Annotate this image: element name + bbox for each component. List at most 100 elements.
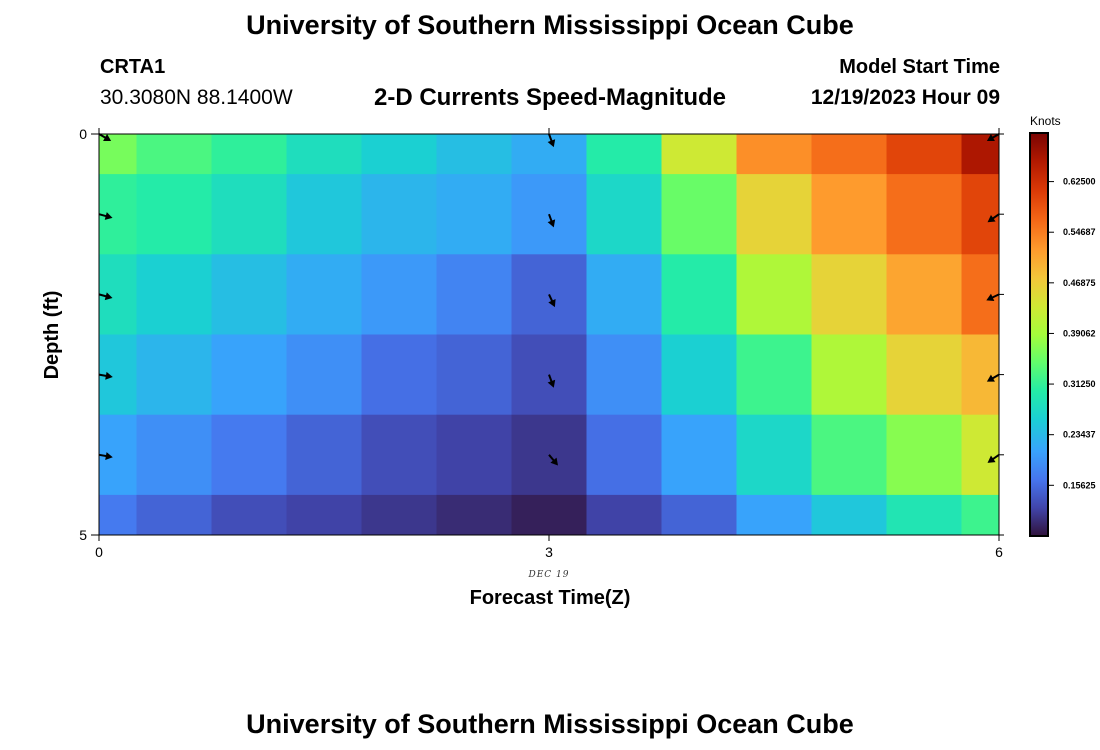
heatmap-cell xyxy=(661,134,737,175)
y-tick-label: 5 xyxy=(79,527,87,543)
heatmap-cell xyxy=(286,414,362,496)
heatmap-cell xyxy=(661,414,737,496)
heatmap-cell xyxy=(961,414,1000,496)
station-id: CRTA1 xyxy=(100,56,166,78)
heatmap-cell xyxy=(436,134,512,175)
heatmap-cell xyxy=(211,414,287,496)
heatmap-cell xyxy=(361,134,437,175)
current-vector-arrow xyxy=(98,452,113,460)
heatmap-cell xyxy=(436,414,512,496)
heatmap-cell xyxy=(211,174,287,255)
heatmap-cell xyxy=(436,254,512,335)
heatmap-cell xyxy=(136,254,212,335)
colorbar-tick-label: 0.15625 xyxy=(1063,480,1096,490)
colorbar-tick-label: 0.46875 xyxy=(1063,278,1096,288)
heatmap-cell xyxy=(586,134,662,175)
heatmap-cell xyxy=(361,334,437,416)
heatmap-cell xyxy=(286,174,362,255)
heatmap-cell xyxy=(511,134,587,175)
current-vector-arrow xyxy=(98,371,113,380)
heatmap-cell xyxy=(136,334,212,416)
colorbar xyxy=(1029,132,1049,537)
current-vector-arrow xyxy=(548,454,558,466)
heatmap-cell xyxy=(811,134,887,175)
heatmap-cell xyxy=(286,494,362,536)
heatmap-cell xyxy=(286,334,362,416)
heatmap-cell xyxy=(811,254,887,335)
heatmap-cell xyxy=(436,174,512,255)
heatmap-cell xyxy=(361,414,437,496)
x-axis-title: Forecast Time(Z) xyxy=(470,587,631,609)
heatmap-cell xyxy=(99,254,137,335)
heatmap-cell xyxy=(361,174,437,255)
heatmap-cell xyxy=(586,254,662,335)
currents-heatmap-chart: 0 3 605 Forecast Time(Z) Depth (ft) DEC 19… xyxy=(41,114,1096,609)
heatmap-cell xyxy=(811,334,887,416)
current-vector-arrow xyxy=(986,133,1000,141)
page-title: University of Southern Mississippi Ocean… xyxy=(246,10,854,40)
heatmap-cell xyxy=(99,174,137,255)
heatmap-cell xyxy=(736,494,812,536)
heatmap-cell xyxy=(286,254,362,335)
heatmap-cell xyxy=(586,494,662,536)
current-vector-arrow xyxy=(986,293,1000,301)
y-tick-label: 0 xyxy=(79,126,87,142)
heatmap-cell xyxy=(286,134,362,175)
date-label: DEC 19 xyxy=(528,570,570,580)
heatmap-cell xyxy=(886,334,962,416)
heatmap-cell xyxy=(511,494,587,536)
heatmap-cell xyxy=(361,254,437,335)
current-vector-arrow xyxy=(98,292,113,301)
current-vector-arrow xyxy=(987,453,1000,463)
colorbar-tick-label: 0.62500 xyxy=(1063,177,1096,187)
current-vector-arrow xyxy=(548,293,556,308)
x-tick-label: 3 xyxy=(545,544,553,560)
current-vector-arrow xyxy=(987,213,1000,223)
heatmap-cell xyxy=(661,494,737,536)
current-vector-arrow xyxy=(98,212,113,220)
colorbar-tick-label: 0.23437 xyxy=(1063,430,1096,440)
heatmap-cell xyxy=(211,334,287,416)
heatmap-cell xyxy=(361,494,437,536)
current-vector-arrow xyxy=(986,373,1000,382)
heatmap-cell xyxy=(961,334,1000,416)
heatmap-cell xyxy=(886,414,962,496)
heatmap-cell xyxy=(961,494,1000,536)
heatmap-cell xyxy=(211,494,287,536)
heatmap-cell xyxy=(586,334,662,416)
heatmap-cell xyxy=(961,254,1000,335)
heatmap-cell xyxy=(811,174,887,255)
heatmap-cell xyxy=(961,174,1000,255)
heatmap-cell xyxy=(736,134,812,175)
y-axis-title: Depth (ft) xyxy=(41,291,63,380)
heatmap-cell xyxy=(586,414,662,496)
heatmap-cell xyxy=(586,174,662,255)
current-vector-arrow xyxy=(547,213,556,228)
current-vector-arrow xyxy=(547,133,556,148)
axes: 0 3 605 xyxy=(79,126,1004,560)
current-vector-arrow xyxy=(98,133,112,141)
current-vectors xyxy=(98,133,1000,466)
model-start-value: 12/19/2023 Hour 09 xyxy=(810,86,1000,109)
heatmap-cell xyxy=(436,494,512,536)
heatmap-cell xyxy=(136,414,212,496)
heatmap-cell xyxy=(661,334,737,416)
chart-subtitle: 2-D Currents Speed-Magnitude xyxy=(373,84,727,111)
heatmap-cell xyxy=(886,494,962,536)
model-start-label: Model Start Time xyxy=(839,56,1000,78)
heatmap-cell xyxy=(886,254,962,335)
heatmap-cell xyxy=(661,174,737,255)
heatmap-cell xyxy=(886,134,962,175)
station-coordinates: 30.3080N 88.1400W xyxy=(100,86,293,109)
colorbar-units: Knots xyxy=(1030,114,1061,128)
heatmap-cell xyxy=(136,494,212,536)
heatmap-cell xyxy=(436,334,512,416)
current-vector-arrow xyxy=(547,374,556,388)
heatmap-cell xyxy=(736,254,812,335)
heatmap-cell xyxy=(136,134,212,175)
colorbar-ticks: 0.15625 0.23437 0.31250 0.39062 0.46875 0.546… xyxy=(1048,177,1096,490)
heatmap-cell xyxy=(211,254,287,335)
colorbar-tick-label: 0.31250 xyxy=(1063,379,1096,389)
heatmap-cells xyxy=(99,134,1000,536)
heatmap-cell xyxy=(736,174,812,255)
